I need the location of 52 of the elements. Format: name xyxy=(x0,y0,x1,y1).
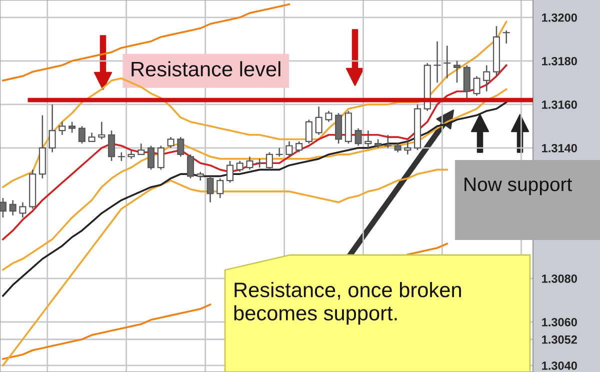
candlestick xyxy=(463,64,470,101)
y-tick-label: 1.3140 xyxy=(542,144,577,152)
candlestick xyxy=(404,140,412,156)
candlestick xyxy=(9,200,16,216)
annotation: Now support xyxy=(464,178,572,196)
candlestick xyxy=(266,152,273,170)
candlestick xyxy=(186,154,194,180)
candlestick xyxy=(434,40,441,84)
candlestick xyxy=(177,136,184,158)
candlestick xyxy=(473,76,480,96)
y-tick-label: 1.3180 xyxy=(542,56,577,66)
candlestick xyxy=(305,119,312,144)
candlestick xyxy=(236,160,244,172)
candlestick xyxy=(78,126,86,144)
candlestick xyxy=(364,130,372,149)
candlestick xyxy=(444,45,451,79)
candlestick xyxy=(148,145,155,170)
candlestick xyxy=(206,176,214,203)
candlestick xyxy=(216,178,224,199)
candlestick xyxy=(246,156,254,170)
candlestick xyxy=(453,60,461,84)
candlestick xyxy=(167,136,174,149)
candlestick xyxy=(286,140,293,158)
candlestick xyxy=(502,30,510,44)
y-tick-label: 1.3060 xyxy=(542,318,577,326)
candlestick xyxy=(296,140,303,153)
line-series xyxy=(2,3,290,82)
candlestick xyxy=(276,147,283,158)
candlestick xyxy=(48,104,56,153)
candlestick xyxy=(354,128,362,146)
candlestick xyxy=(108,130,116,162)
candlestick xyxy=(68,121,76,134)
candlestick xyxy=(226,160,234,184)
candlestick xyxy=(58,121,66,136)
y-tick-label: 1.3080 xyxy=(542,274,577,283)
candlestick xyxy=(325,110,332,122)
candlestick xyxy=(98,121,106,140)
candlestick xyxy=(483,64,490,92)
y-tick-label: 1.3200 xyxy=(542,13,577,22)
candlestick xyxy=(19,202,26,218)
candlestick xyxy=(315,106,322,136)
y-tick-label: 1.3040 xyxy=(542,362,577,370)
candlestick xyxy=(384,134,392,149)
candlestick xyxy=(138,142,145,156)
annotation: Resistance, once broken becomes support. xyxy=(234,282,461,325)
ref-line-label: Resistance level xyxy=(132,61,280,77)
candlestick xyxy=(157,145,164,170)
y-tick-label: 1.3160 xyxy=(542,100,577,109)
line-series xyxy=(2,88,508,271)
y-tick-label: 1.3052 xyxy=(542,335,577,344)
candlestick xyxy=(0,197,6,218)
candlestick xyxy=(335,112,342,144)
